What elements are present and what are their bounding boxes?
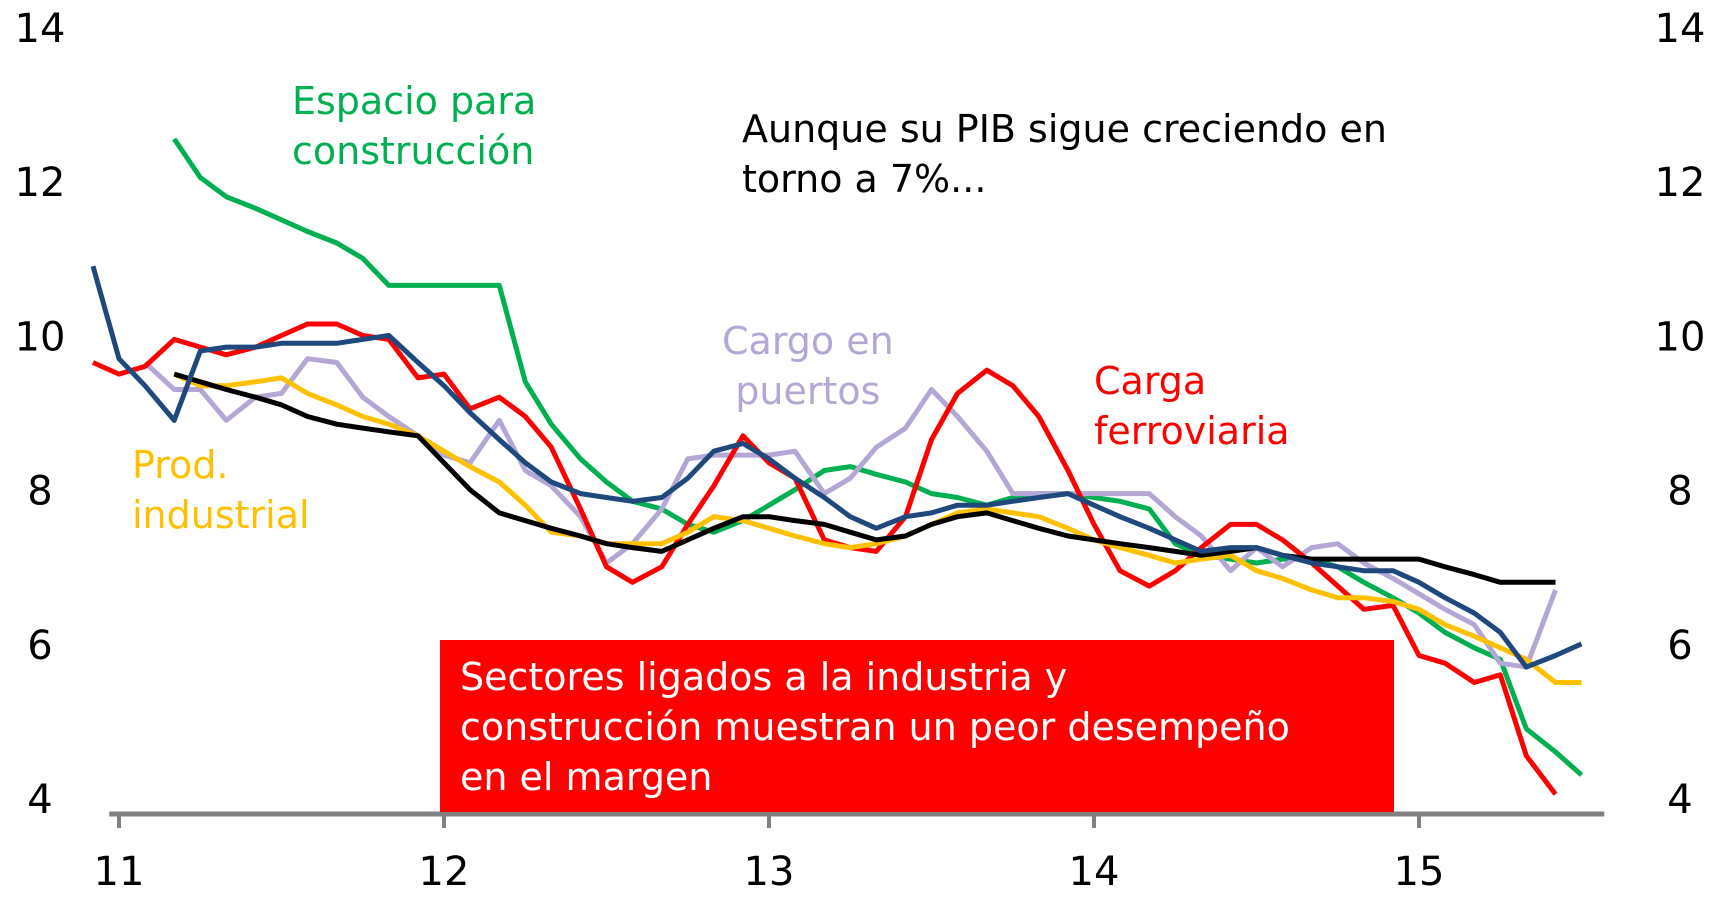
y2-tick-label: 6 [1667,623,1692,669]
series-line [143,356,1558,670]
x-tick-label: 14 [1069,849,1120,895]
series-line [90,265,1583,670]
y2-tick-label: 14 [1655,6,1706,52]
series-label: Carga ferroviaria [1094,359,1290,453]
x-tick-label: 11 [94,849,145,895]
y2-tick-label: 12 [1655,160,1706,206]
y-tick-label: 14 [15,6,66,52]
series-line [172,137,1584,777]
y-tick-label: 12 [15,160,66,206]
series-label: Cargo en puertos [722,319,894,413]
x-tick-label: 12 [419,849,470,895]
y2-tick-label: 10 [1655,314,1706,360]
series-line [173,371,1582,685]
y2-tick-label: 8 [1667,469,1692,515]
x-tick-label: 13 [744,849,795,895]
y-tick-label: 4 [27,777,52,823]
annotation-box: Sectores ligados a la industria y constr… [440,640,1394,812]
y-tick-label: 6 [27,623,52,669]
x-tick-label: 15 [1394,849,1445,895]
series-line [173,371,1556,585]
series-label: Prod. industrial [132,443,310,537]
y-tick-label: 10 [15,314,66,360]
annotation: Aunque su PIB sigue creciendo en torno a… [742,107,1387,201]
y2-tick-label: 4 [1667,777,1692,823]
series-label: Espacio para construcción [292,79,537,173]
y-tick-label: 8 [27,469,52,515]
